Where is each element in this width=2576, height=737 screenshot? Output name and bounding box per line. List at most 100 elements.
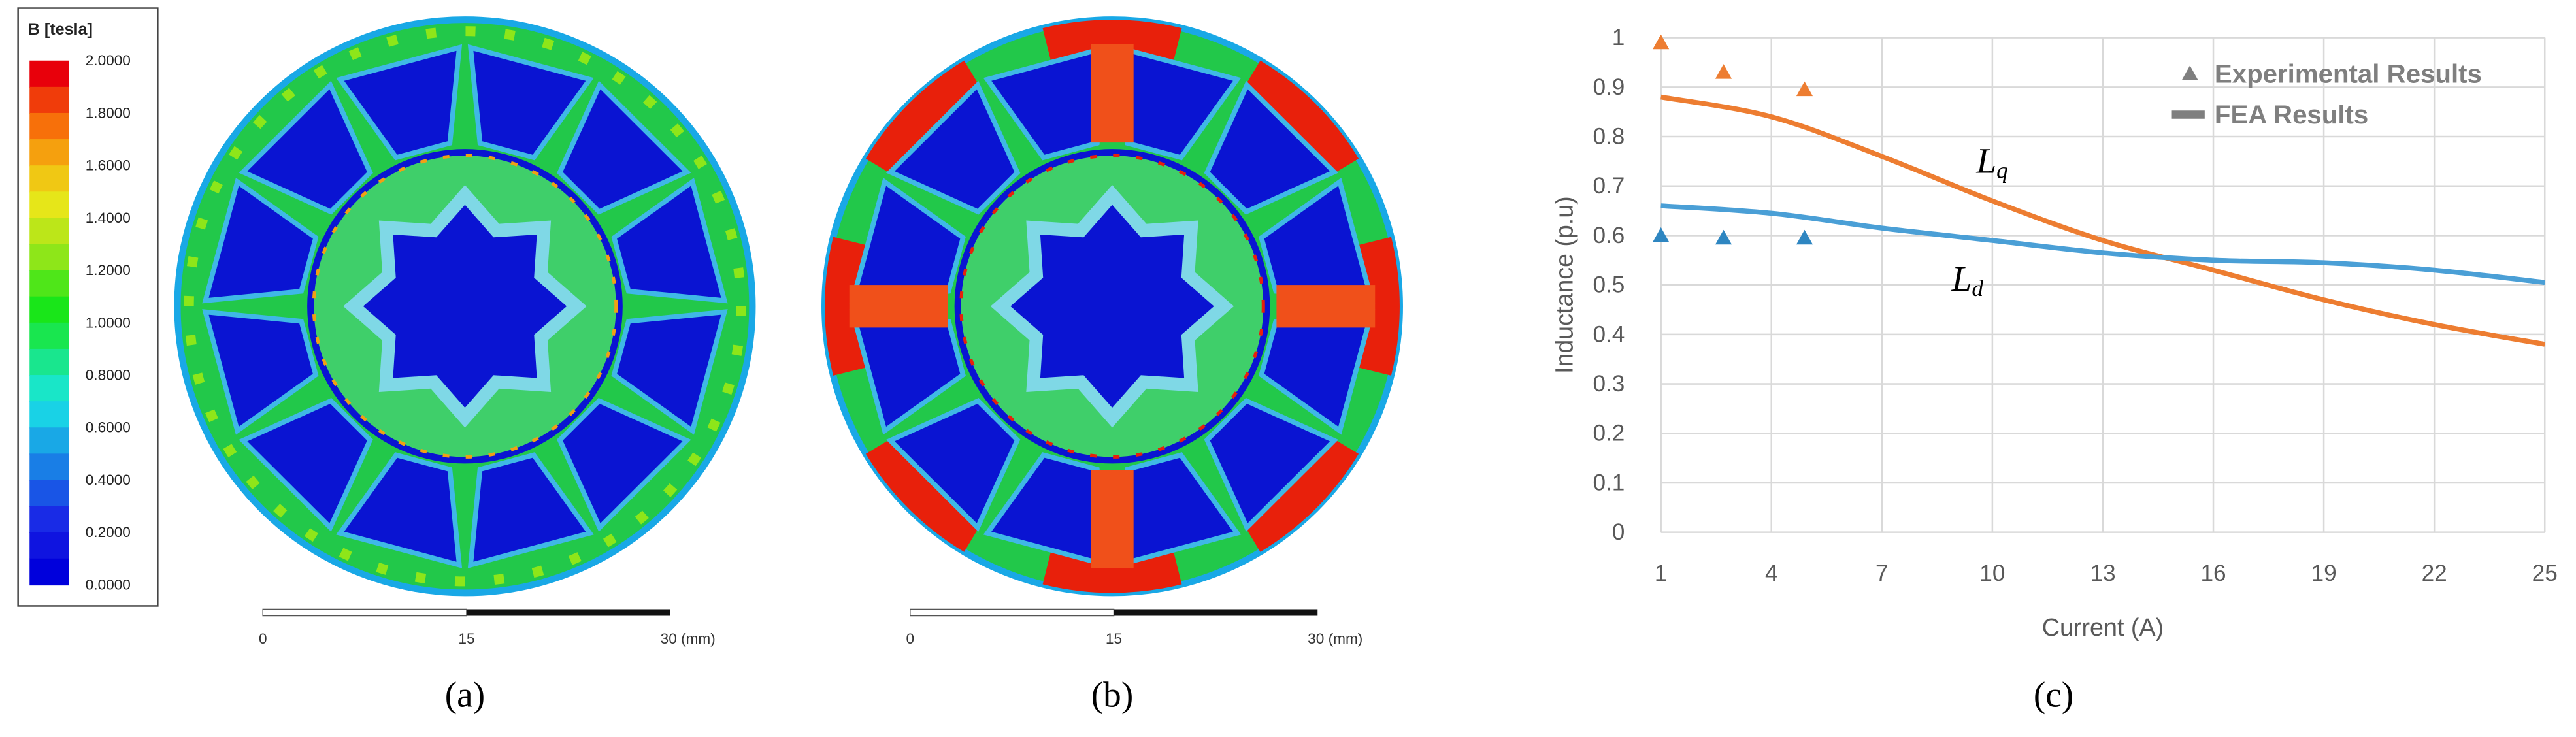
y-tick-label: 0.6 (1593, 223, 1625, 248)
colorbar-band (29, 60, 69, 88)
panel-label: (c) (2034, 674, 2073, 714)
x-tick-label: 13 (2090, 561, 2115, 586)
colorbar-band (29, 322, 69, 350)
x-tick-label: 1 (1655, 561, 1668, 586)
colorbar-band (29, 296, 69, 324)
experimental-point (1653, 34, 1670, 50)
colorbar-label: 1.4000 (86, 210, 131, 226)
curve-label-main: L (1951, 259, 1972, 299)
colorbar-band (29, 191, 69, 219)
saturation-zone (1359, 237, 1400, 376)
colorbar-label: 0.6000 (86, 419, 131, 436)
experimental-point (1715, 229, 1732, 245)
colorbar-band (29, 86, 69, 114)
stator-slot (467, 452, 594, 568)
stator-slot (336, 452, 463, 568)
motor-section (174, 16, 756, 597)
y-tick-label: 0 (1612, 519, 1625, 545)
colorbar-label: 2.0000 (86, 52, 131, 69)
colorbar-band (29, 558, 69, 586)
scale-bar-light (910, 608, 1115, 617)
colorbar-band (29, 112, 69, 140)
scale-label: 30 (mm) (661, 631, 716, 647)
curve-label-sub: q (1996, 157, 2008, 183)
stator-slot (467, 44, 594, 161)
stator-slot (239, 80, 373, 215)
y-axis-label: Inductance (p.u) (1550, 196, 1577, 374)
stator-slot (239, 397, 373, 532)
x-tick-label: 19 (2311, 561, 2337, 586)
colorbar-band (29, 506, 69, 533)
scale-bar-dark (466, 609, 670, 616)
panel-label: (a) (445, 674, 485, 714)
scale-bar-dark (1114, 609, 1318, 616)
saturation-zone (865, 60, 982, 176)
stator-slot (611, 309, 728, 435)
colorbar-band (29, 165, 69, 193)
rotor-shaft-zone (990, 185, 1234, 428)
x-tick-label: 16 (2200, 561, 2226, 586)
experimental-point (1653, 227, 1670, 242)
rotor-shaft-zone (343, 185, 587, 428)
saturation-zone (825, 237, 865, 376)
stator-slot (885, 397, 1021, 532)
colorbar-label: 0.2000 (86, 524, 131, 540)
scale-label: 30 (mm) (1308, 631, 1362, 647)
colorbar-label: 0.4000 (86, 472, 131, 488)
fea-line (1660, 94, 2545, 347)
y-tick-label: 0.7 (1593, 173, 1625, 199)
stator-slot (202, 178, 319, 304)
scale-label: 0 (906, 631, 914, 647)
colorbar-band (29, 270, 69, 297)
stator-slot (336, 44, 463, 161)
saturation-zone (865, 436, 982, 552)
colorbar-band (29, 348, 69, 376)
y-tick-label: 0.9 (1593, 74, 1625, 100)
curve-label: Lq (1975, 140, 2007, 183)
colorbar-band (29, 532, 69, 560)
colorbar-label: 1.6000 (86, 157, 131, 174)
legend-marker (2181, 65, 2198, 80)
y-tick-label: 0.1 (1593, 470, 1625, 495)
colorbar-label: 1.2000 (86, 262, 131, 278)
fea-line (1660, 203, 2545, 286)
stator-slot (202, 309, 319, 435)
saturation-zone (1243, 436, 1359, 552)
scale-bar-light (262, 608, 467, 617)
colorbar-label: 0.0000 (86, 576, 131, 593)
scale-label: 0 (259, 631, 267, 647)
panel-label: (b) (1091, 674, 1133, 714)
x-axis-label: Current (A) (2042, 614, 2164, 641)
stator-slot (557, 397, 691, 532)
saturation-zone (1042, 20, 1182, 60)
curve-label-main: L (1975, 140, 1996, 180)
scale-label: 15 (458, 631, 474, 647)
colorbar-label: 0.8000 (86, 367, 131, 384)
stator-slot (885, 80, 1021, 215)
x-tick-label: 10 (1979, 561, 2005, 586)
colorbar-title: B [tesla] (28, 20, 93, 39)
saturation-zone (1243, 60, 1359, 176)
colorbar-band (29, 139, 69, 167)
colorbar-label: 1.0000 (86, 314, 131, 331)
saturation-zone (1042, 552, 1182, 593)
experimental-point (1715, 64, 1732, 79)
colorbar-band (29, 218, 69, 245)
y-tick-label: 0.3 (1593, 371, 1625, 397)
stator-slot (557, 80, 691, 215)
colorbar-label: 1.8000 (86, 105, 131, 121)
y-tick-label: 0.5 (1593, 272, 1625, 298)
y-tick-label: 1 (1612, 25, 1625, 50)
colorbar-band (29, 375, 69, 402)
curve-label: Ld (1951, 259, 1984, 301)
motor-section (821, 16, 1403, 597)
x-tick-label: 7 (1875, 561, 1889, 586)
y-tick-label: 0.8 (1593, 124, 1625, 150)
curve-label-sub: d (1972, 276, 1983, 301)
x-tick-label: 22 (2422, 561, 2447, 586)
legend-label: FEA Results (2215, 100, 2368, 129)
stator-slot (611, 178, 728, 304)
experimental-point (1796, 81, 1813, 97)
